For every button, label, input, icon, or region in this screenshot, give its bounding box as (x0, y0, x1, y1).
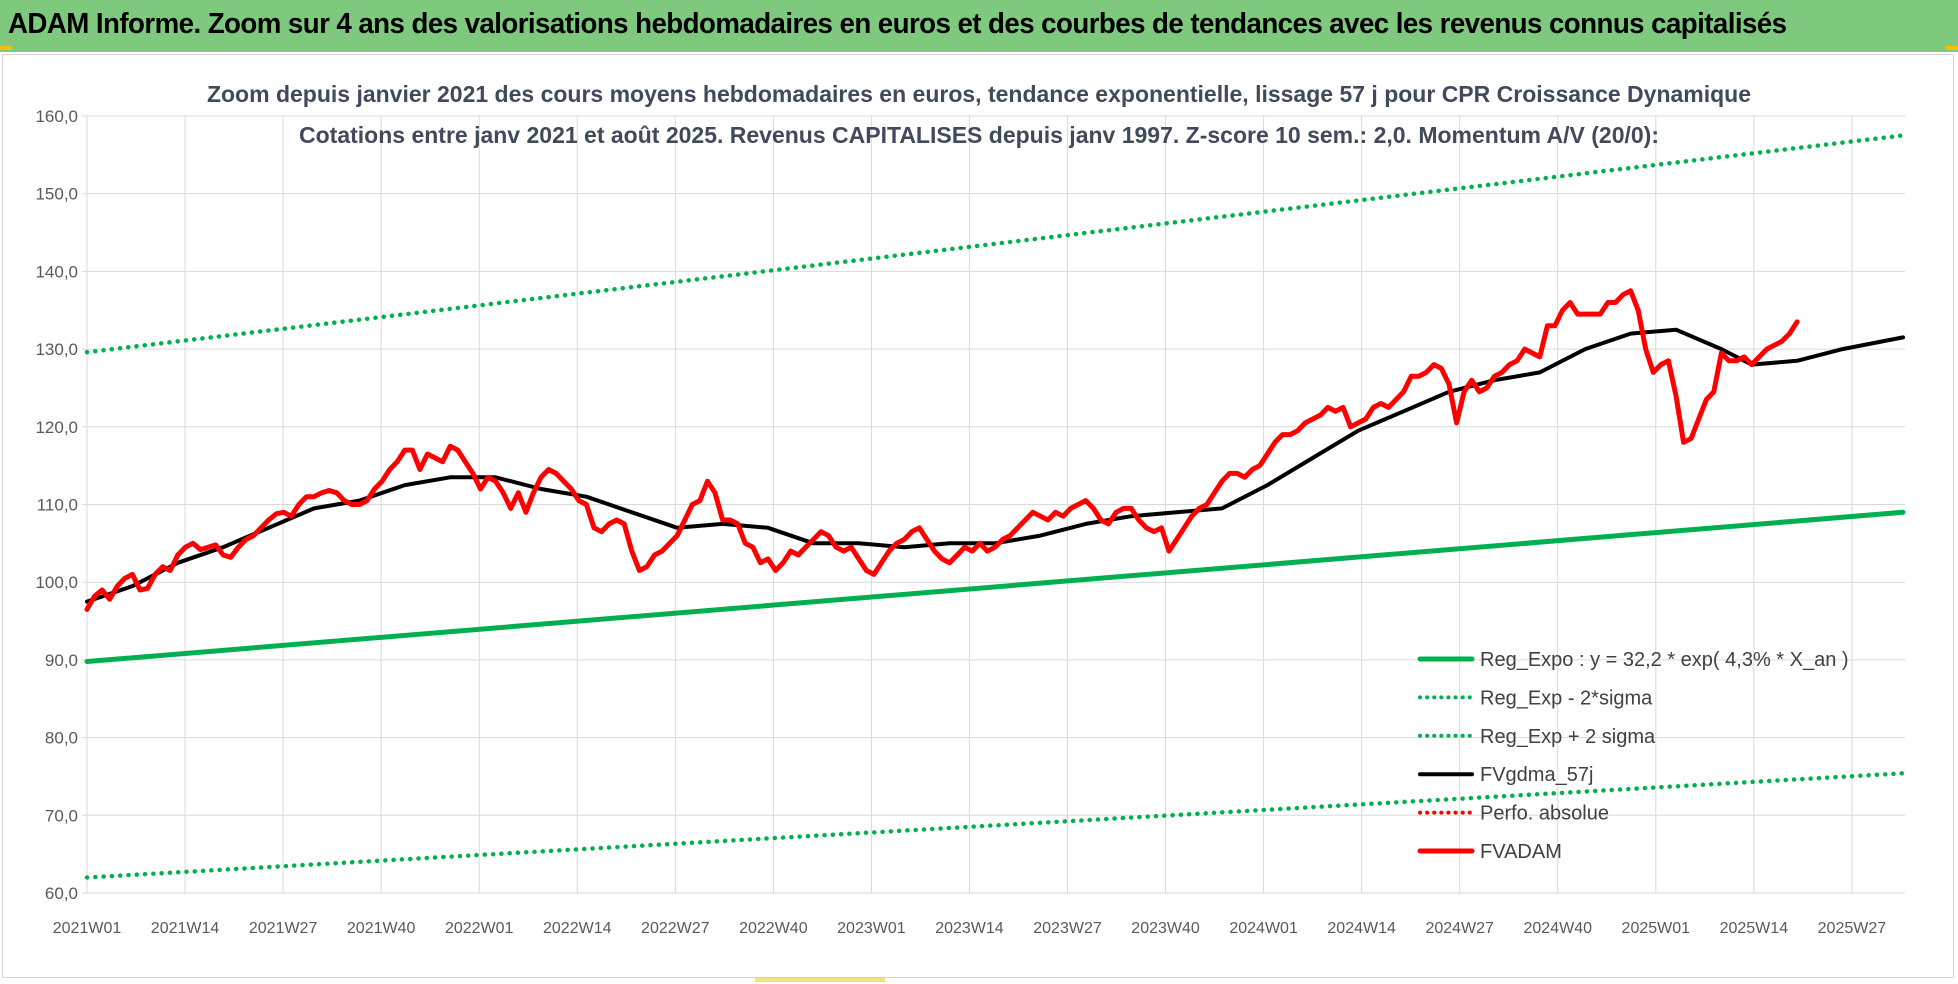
series-line-fvadam (84, 288, 1800, 612)
x-tick-label: 2021W40 (347, 920, 416, 937)
chart-frame (2, 54, 1954, 978)
legend-label-perfo-absolue: Perfo. absolue (1480, 803, 1609, 825)
corner-accent-left (0, 46, 12, 50)
x-tick-label: 2024W40 (1524, 920, 1593, 937)
x-tick-label: 2025W27 (1818, 920, 1887, 937)
x-tick-label: 2022W40 (739, 920, 808, 937)
x-tick-label: 2024W27 (1425, 920, 1494, 937)
y-tick-label: 100,0 (35, 573, 78, 592)
x-tick-label: 2022W14 (543, 920, 612, 937)
legend-label-reg-exp-2-sigma: Reg_Exp - 2*sigma (1480, 687, 1653, 709)
x-tick-label: 2023W14 (935, 920, 1004, 937)
series-layer (84, 133, 1906, 880)
y-tick-label: 110,0 (37, 496, 78, 515)
y-tick-label: 150,0 (35, 185, 78, 204)
bottom-accent (755, 978, 885, 982)
x-axis: 2021W01 2021W14 2021W27 2021W40 2022W01 2022W… (53, 920, 1886, 937)
legend-label-fvgdma-57j: FVgdma_57j (1480, 764, 1593, 786)
y-axis: 60,0 70,0 80,0 90,0 100,0 110,0 120,0 130,0 140,… (35, 107, 78, 903)
corner-accent-right (1946, 46, 1958, 50)
x-tick-label: 2023W27 (1033, 920, 1102, 937)
legend-label-fvadam: FVADAM (1480, 841, 1562, 863)
x-tick-label: 2021W14 (151, 920, 220, 937)
x-tick-label: 2025W14 (1720, 920, 1789, 937)
x-tick-label: 2025W01 (1622, 920, 1691, 937)
y-tick-label: 60,0 (45, 884, 78, 903)
y-tick-label: 160,0 (35, 107, 78, 126)
y-tick-label: 70,0 (45, 806, 78, 825)
legend-label-reg-exp-2-sigma: Reg_Exp + 2 sigma (1480, 726, 1656, 748)
grid (82, 115, 1905, 894)
page-title: ADAM Informe. Zoom sur 4 ans des valoris… (8, 8, 1787, 40)
x-tick-label: 2024W01 (1229, 920, 1298, 937)
header-banner: ADAM Informe. Zoom sur 4 ans des valoris… (0, 0, 1958, 52)
y-tick-label: 80,0 (45, 729, 78, 748)
x-tick-label: 2022W27 (641, 920, 710, 937)
x-tick-label: 2024W14 (1327, 920, 1396, 937)
x-tick-label: 2023W40 (1131, 920, 1200, 937)
series-line-fvgdma-57j (85, 327, 1905, 604)
x-tick-label: 2023W01 (837, 920, 906, 937)
y-tick-label: 130,0 (35, 340, 78, 359)
series-line-reg-expo-y-32-2-exp-4-3-x-an (84, 509, 1906, 664)
y-tick-label: 140,0 (35, 262, 78, 281)
x-tick-label: 2021W01 (53, 920, 122, 937)
legend-label-reg-expo-y-32-2-exp-4-3-x-an: Reg_Expo : y = 32,2 * exp( 4,3% * X_an ) (1480, 649, 1849, 671)
chart-title: Zoom depuis janvier 2021 des cours moyen… (207, 81, 1751, 107)
legend: Reg_Expo : y = 32,2 * exp( 4,3% * X_an )… (1417, 649, 1849, 863)
x-tick-label: 2022W01 (445, 920, 514, 937)
series-line-reg-exp-2-sigma (84, 133, 1906, 355)
y-tick-label: 90,0 (45, 651, 78, 670)
y-tick-label: 120,0 (35, 418, 78, 437)
chart-subtitle: Cotations entre janv 2021 et août 2025. … (299, 122, 1659, 148)
x-tick-label: 2021W27 (249, 920, 318, 937)
series-line-reg-exp-2-sigma (84, 771, 1906, 880)
